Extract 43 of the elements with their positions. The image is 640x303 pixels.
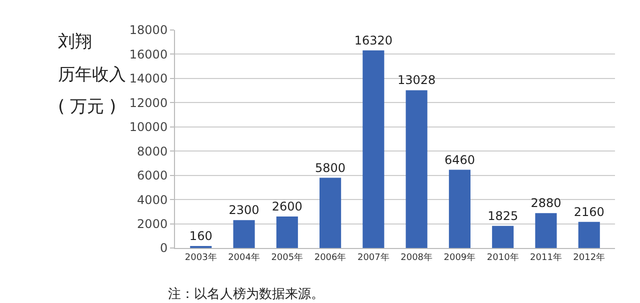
y-tick-label: 8000 bbox=[137, 144, 168, 158]
y-axis-title: ( 万元 ) bbox=[58, 97, 116, 117]
x-tick-label: 2012年 bbox=[573, 252, 606, 263]
y-tick-label: 6000 bbox=[137, 168, 168, 183]
text: 注：以名人榜为数据来源。 bbox=[168, 287, 324, 302]
y-tick-label: 14000 bbox=[129, 72, 168, 86]
bar bbox=[535, 213, 557, 248]
data-label: 1825 bbox=[488, 208, 518, 223]
data-label: 160 bbox=[189, 229, 212, 243]
x-tick-label: 2006年 bbox=[314, 252, 346, 263]
data-label: 2300 bbox=[228, 203, 260, 218]
y-tick-label: 4000 bbox=[137, 192, 168, 207]
bar bbox=[492, 226, 514, 248]
data-label: 5800 bbox=[315, 160, 346, 175]
text: 历年收入 bbox=[58, 65, 126, 85]
x-tick-label: 2010年 bbox=[486, 252, 519, 263]
data-label: 2880 bbox=[530, 196, 562, 210]
y-tick-label: 2000 bbox=[137, 216, 168, 231]
bar bbox=[578, 222, 600, 248]
x-tick-label: 2011年 bbox=[530, 252, 562, 263]
data-label: 6460 bbox=[444, 152, 475, 167]
x-tick-label: 2004年 bbox=[228, 252, 260, 263]
x-tick-label: 2008年 bbox=[400, 252, 433, 263]
y-tick-label: 12000 bbox=[129, 96, 168, 110]
bar bbox=[448, 170, 470, 248]
data-label: 16320 bbox=[354, 33, 393, 48]
x-tick-label: 2003年 bbox=[184, 252, 217, 263]
y-tick-label: 18000 bbox=[129, 23, 168, 38]
bar bbox=[406, 90, 428, 248]
y-tick-label: 10000 bbox=[129, 120, 168, 134]
x-tick-label: 2009年 bbox=[444, 252, 476, 263]
bar bbox=[362, 50, 384, 248]
data-label: 2600 bbox=[272, 200, 302, 214]
bar bbox=[233, 220, 255, 248]
bar bbox=[320, 178, 342, 248]
y-tick-label: 0 bbox=[160, 241, 168, 256]
x-tick-label: 2005年 bbox=[271, 252, 304, 263]
x-tick-label: 2007年 bbox=[357, 252, 390, 263]
data-label: 13028 bbox=[397, 73, 436, 88]
data-label: 2160 bbox=[574, 204, 604, 219]
bar bbox=[276, 216, 298, 248]
chart-title: 刘翔 bbox=[58, 32, 92, 52]
y-tick-label: 16000 bbox=[129, 47, 168, 62]
